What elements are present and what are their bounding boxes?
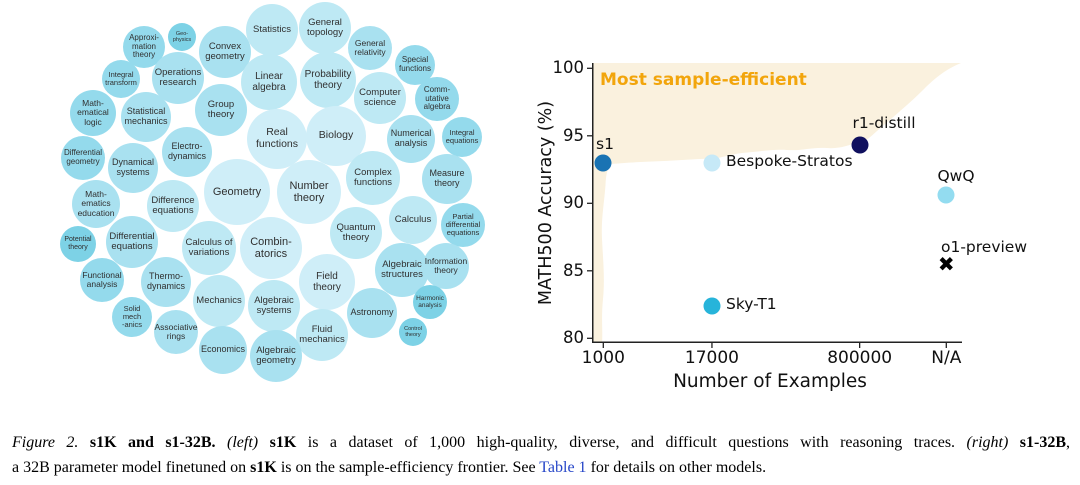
bubble-dynamical-systems: Dynamical systems	[108, 143, 158, 193]
frontier-annotation: Most sample-efficient	[600, 70, 807, 90]
caption-text: s1-32B	[1019, 434, 1067, 451]
table-1-link[interactable]: Table 1	[539, 459, 587, 476]
bubble-partial-differential-equations: Partial differential equations	[441, 203, 485, 247]
caption-line-1: Figure 2. s1K and s1-32B. (left) s1K is …	[12, 430, 1070, 455]
bubble-statistical-mechanics: Statistical mechanics	[121, 92, 171, 142]
bubble-complex-functions: Complex functions	[346, 151, 400, 205]
bubble-general-topology: General topology	[299, 2, 351, 54]
bubble-electrodynamics: Electro- dynamics	[162, 127, 212, 177]
x-axis-label: Number of Examples	[673, 371, 867, 392]
o1-preview-label: o1-preview	[940, 238, 1028, 256]
caption-text: is a dataset of 1,000 high-quality, dive…	[296, 434, 967, 451]
caption-line-2: a 32B parameter model finetuned on s1K i…	[12, 455, 1070, 480]
x-tick-label: N/A	[931, 348, 962, 368]
bubble-geophysics: Geo- physics	[168, 23, 196, 51]
bubble-harmonic-analysis: Harmonic analysis	[413, 285, 447, 319]
bubble-operations-research: Operations research	[152, 52, 204, 104]
y-tick-label: 95	[563, 125, 584, 145]
s1k-bubble-chart: Approxi- mation theory Geo- physics Convex…	[0, 0, 520, 415]
frontier-region	[592, 63, 961, 343]
bubble-differential-geometry: Differential geometry	[61, 136, 105, 180]
bubble-economics: Economics	[199, 326, 247, 374]
s1-marker	[594, 154, 612, 172]
bubble-difference-equations: Difference equations	[147, 180, 199, 232]
caption-text: (left)	[227, 434, 270, 451]
sky-t1-marker	[703, 297, 721, 315]
bubble-special-functions: Special functions	[395, 45, 435, 85]
bubble-general-relativity: General relativity	[348, 26, 392, 70]
bubble-algebraic-geometry: Algebraic geometry	[250, 330, 302, 382]
caption-text: for details on other models.	[586, 459, 767, 476]
bubble-numerical-analysis: Numerical analysis	[387, 115, 435, 163]
bubble-potential-theory: Potential theory	[60, 226, 96, 262]
bubble-astronomy: Astronomy	[347, 288, 397, 338]
qwq-marker	[937, 186, 955, 204]
bubble-measure-theory: Measure theory	[422, 154, 472, 204]
caption-text: ,	[1066, 434, 1071, 451]
caption-text: Figure 2.	[12, 434, 90, 451]
bubble-mathematics-education: Math- ematics education	[72, 180, 120, 228]
x-tick-label: 1000	[581, 348, 625, 368]
plot-canvas	[587, 63, 962, 348]
caption-text: s1K and s1-32B.	[89, 434, 228, 451]
bubble-differential-equations: Differential equations	[106, 216, 158, 268]
plot-area: Most sample-efficient MATH500 Accuracy (…	[536, 60, 1027, 392]
bubble-calculus-of-variations: Calculus of variations	[182, 221, 236, 275]
bubble-probability-theory: Probability theory	[300, 52, 356, 108]
y-tick-label: 100	[552, 58, 585, 78]
y-tick-label: 90	[563, 193, 584, 213]
x-tick-label: 17000	[684, 348, 739, 368]
bubble-mechanics: Mechanics	[193, 275, 245, 327]
caption-text: s1K	[269, 434, 297, 451]
caption-text: a 32B parameter model finetuned on	[12, 459, 251, 476]
caption-text: is on the sample-efficiency frontier. Se…	[276, 459, 540, 476]
tick-marks	[587, 67, 947, 348]
y-tick-label: 80	[563, 328, 584, 348]
r1-distill-marker	[851, 136, 869, 154]
bubble-statistics: Statistics	[246, 4, 298, 56]
bubble-computer-science: Computer science	[354, 72, 406, 124]
figure-caption: Figure 2. s1K and s1-32B. (left) s1K is …	[12, 430, 1070, 480]
bubble-quantum-theory: Quantum theory	[330, 207, 382, 259]
bubble-thermodynamics: Thermo- dynamics	[141, 257, 191, 307]
bubble-control-theory: Control theory	[399, 318, 427, 346]
caption-text: s1K	[250, 459, 277, 476]
bubble-group-theory: Group theory	[195, 84, 247, 136]
bubble-algebraic-systems: Algebraic systems	[248, 280, 300, 332]
caption-text: (right)	[966, 434, 1020, 451]
bubble-fluid-mechanics: Fluid mechanics	[296, 309, 348, 361]
axes-spines	[592, 63, 962, 343]
bubble-convex-geometry: Convex geometry	[199, 26, 251, 78]
bubble-associative-rings: Associative rings	[154, 310, 198, 354]
bubble-calculus: Calculus	[389, 196, 437, 244]
bubble-combinatorics: Combin- atorics	[240, 217, 302, 279]
bubble-solid-mechanics: Solid mech -anics	[112, 297, 152, 337]
bubble-integral-transform: Integral transform	[102, 60, 140, 98]
sky-t1-label: Sky-T1	[726, 295, 777, 313]
bubble-linear-algebra: Linear algebra	[241, 54, 297, 110]
bubble-mathematical-logic: Math- ematical logic	[70, 90, 116, 136]
bubble-integral-equations: Integral equations	[442, 117, 482, 157]
s1-label: s1	[596, 135, 614, 153]
bubble-approximation-theory: Approxi- mation theory	[123, 26, 165, 68]
bubble-field-theory: Field theory	[299, 254, 355, 310]
bubble-geometry: Geometry	[204, 159, 270, 225]
o1-preview-marker: ✖	[937, 252, 955, 277]
bubble-real-functions: Real functions	[247, 109, 307, 169]
r1-distill-label: r1-distill	[852, 114, 916, 132]
y-tick-label: 85	[563, 260, 584, 280]
qwq-label: QwQ	[937, 167, 975, 185]
bubble-number-theory: Number theory	[277, 160, 341, 224]
x-tick-label: 800000	[827, 348, 893, 368]
bespoke-stratos-marker	[703, 154, 721, 172]
sample-efficiency-plot: Most sample-efficient MATH500 Accuracy (…	[520, 30, 1080, 405]
bubble-commutative-algebra: Comm- utative algebra	[415, 77, 459, 121]
bespoke-stratos-label: Bespoke-Stratos	[726, 152, 853, 170]
bubble-functional-analysis: Functional analysis	[80, 258, 124, 302]
bubble-information-theory: Information theory	[423, 243, 469, 289]
